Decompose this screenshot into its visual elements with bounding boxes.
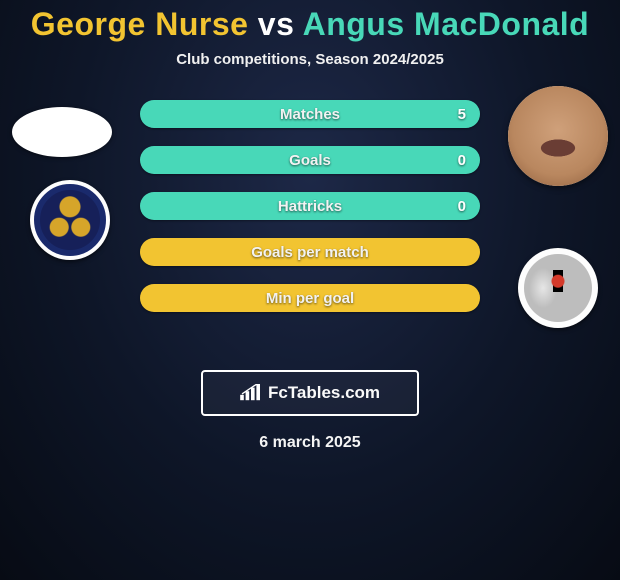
player-a-avatar [12, 107, 112, 157]
stat-value-b: 5 [458, 100, 466, 128]
stat-value-b: 0 [458, 192, 466, 220]
stat-label: Min per goal [140, 284, 480, 312]
stat-label: Hattricks [140, 192, 480, 220]
bar-chart-icon [240, 384, 262, 402]
player-a-club-logo [30, 180, 110, 260]
brand-text: FcTables.com [268, 383, 380, 403]
stat-pill: Hattricks0 [140, 192, 480, 220]
stat-pill: Goals per match [140, 238, 480, 266]
stat-label: Matches [140, 100, 480, 128]
player-b-avatar [508, 86, 608, 186]
stat-pill: Min per goal [140, 284, 480, 312]
date-caption: 6 march 2025 [0, 434, 620, 452]
stat-pill: Goals0 [140, 146, 480, 174]
stat-label: Goals [140, 146, 480, 174]
stat-label: Goals per match [140, 238, 480, 266]
vs-label: vs [258, 6, 295, 42]
player-b-name: Angus MacDonald [303, 6, 590, 42]
stats-region: Matches5Goals0Hattricks0Goals per matchM… [0, 100, 620, 350]
player-b-club-logo [518, 248, 598, 328]
comparison-title: George Nurse vs Angus MacDonald [0, 6, 620, 43]
subtitle: Club competitions, Season 2024/2025 [0, 51, 620, 68]
stat-pill: Matches5 [140, 100, 480, 128]
brand-box: FcTables.com [201, 370, 419, 416]
stat-value-b: 0 [458, 146, 466, 174]
stats-pill-stack: Matches5Goals0Hattricks0Goals per matchM… [140, 100, 480, 330]
player-a-name: George Nurse [31, 6, 249, 42]
